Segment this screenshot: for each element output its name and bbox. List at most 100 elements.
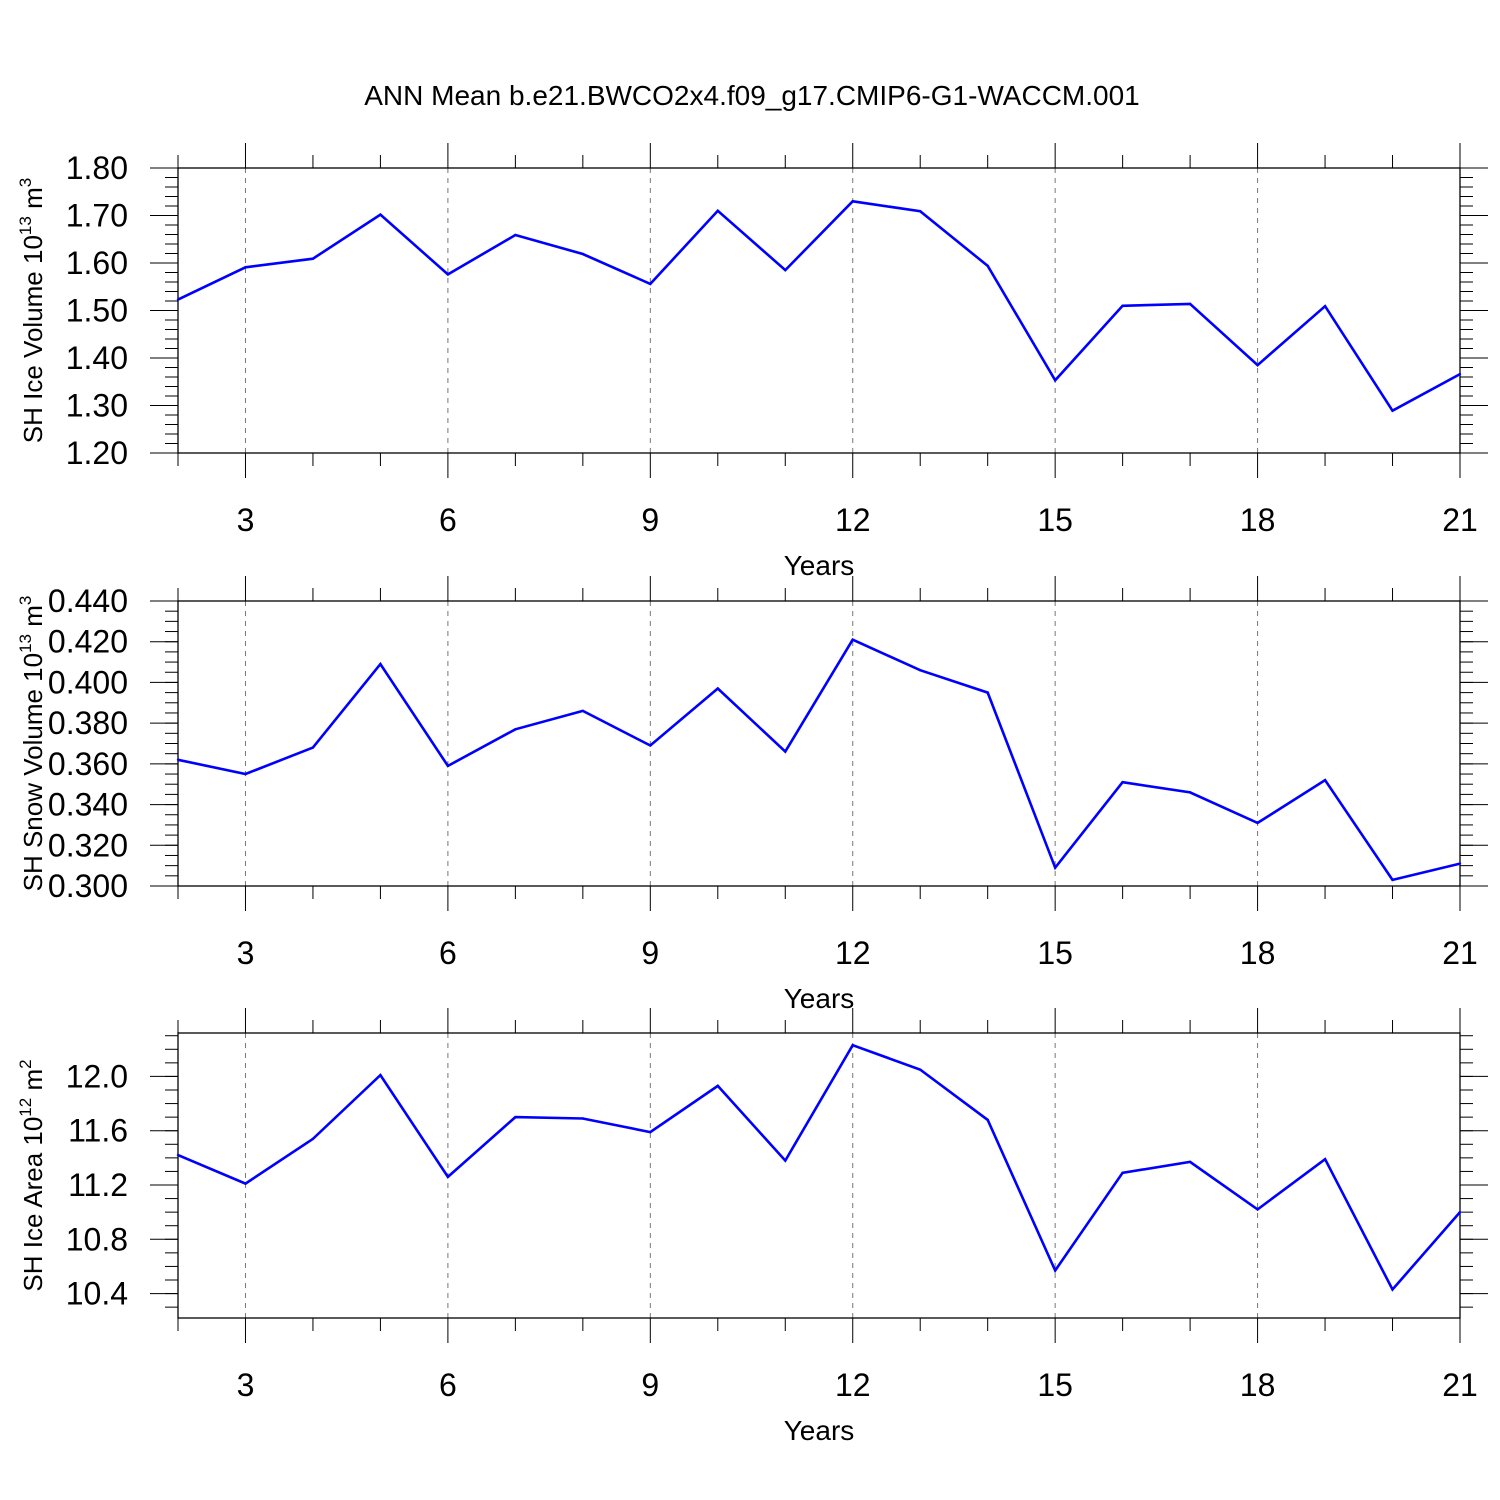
y-tick-label: 0.300 bbox=[48, 868, 128, 904]
data-point bbox=[716, 687, 719, 690]
x-tick-label: 12 bbox=[835, 1367, 871, 1403]
plot-frame bbox=[177, 600, 1461, 887]
data-point bbox=[1458, 1210, 1462, 1214]
x-tick-label: 9 bbox=[641, 1367, 659, 1403]
data-point bbox=[649, 744, 652, 747]
x-tick-label: 12 bbox=[835, 935, 871, 971]
data-point bbox=[851, 638, 854, 641]
y-tick-label: 0.320 bbox=[48, 827, 128, 863]
y-tick-label: 0.400 bbox=[48, 664, 128, 700]
data-point bbox=[1323, 778, 1327, 782]
data-point bbox=[1188, 302, 1192, 306]
data-point bbox=[176, 1153, 180, 1157]
data-point bbox=[1256, 363, 1259, 367]
x-axis-label: Years bbox=[784, 1415, 855, 1446]
data-point bbox=[514, 1115, 517, 1119]
y-tick-label: 0.340 bbox=[48, 787, 128, 823]
y-tick-label: 10.8 bbox=[66, 1221, 128, 1257]
data-point bbox=[1053, 1269, 1057, 1272]
data-point bbox=[311, 746, 315, 749]
data-point bbox=[919, 210, 922, 213]
data-point bbox=[784, 268, 787, 272]
data-point bbox=[1188, 791, 1192, 794]
x-tick-label: 12 bbox=[835, 502, 871, 538]
data-point bbox=[244, 772, 247, 776]
x-tick-label: 15 bbox=[1037, 1367, 1073, 1403]
data-point bbox=[514, 728, 517, 731]
data-point bbox=[446, 764, 450, 768]
x-tick-label: 9 bbox=[641, 502, 659, 538]
y-tick-label: 0.380 bbox=[48, 705, 128, 741]
x-tick-label: 21 bbox=[1442, 1367, 1478, 1403]
y-tick-label: 1.30 bbox=[66, 388, 128, 424]
data-point bbox=[1053, 379, 1057, 382]
y-tick-label: 1.60 bbox=[66, 245, 128, 281]
series-line bbox=[177, 1043, 1461, 1292]
x-tick-label: 15 bbox=[1037, 502, 1073, 538]
y-tick-label: 0.440 bbox=[48, 583, 128, 619]
y-axis-label: SH Snow Volume 1013 m3 bbox=[16, 596, 48, 892]
data-point bbox=[986, 1118, 989, 1122]
x-tick-label: 3 bbox=[237, 935, 255, 971]
panel-ice-area: 3 6 9 12 15 18 21 10.4 10.8 11.2 11.6 12.0 Years SH I… bbox=[16, 1008, 1488, 1446]
x-tick-label: 18 bbox=[1240, 1367, 1276, 1403]
x-axis-label: Years bbox=[784, 983, 855, 1014]
y-tick-label: 11.6 bbox=[68, 1113, 128, 1149]
x-tick-label: 18 bbox=[1240, 935, 1276, 971]
x-tick-label: 3 bbox=[237, 1367, 255, 1403]
data-point bbox=[851, 200, 854, 203]
x-tick-label: 6 bbox=[439, 502, 457, 538]
plot-frame bbox=[177, 167, 1461, 454]
y-tick-label: 1.50 bbox=[66, 293, 128, 329]
series-line bbox=[177, 638, 1461, 882]
data-point bbox=[1256, 1208, 1259, 1211]
x-axis-label: Years bbox=[784, 550, 855, 581]
data-point bbox=[1256, 821, 1259, 825]
data-point bbox=[1323, 1158, 1327, 1161]
y-axis-label: SH Ice Area 1012 m2 bbox=[16, 1059, 48, 1291]
y-tick-label: 1.20 bbox=[66, 435, 128, 471]
data-point bbox=[716, 209, 719, 212]
data-point bbox=[1121, 780, 1124, 784]
x-tick-label: 9 bbox=[641, 935, 659, 971]
data-point bbox=[1391, 409, 1394, 412]
plot-frame bbox=[177, 1032, 1461, 1319]
data-point bbox=[311, 1137, 315, 1141]
data-point bbox=[649, 282, 652, 286]
data-point bbox=[1053, 866, 1057, 869]
data-point bbox=[379, 1073, 382, 1077]
x-tick-label: 6 bbox=[439, 935, 457, 971]
data-point bbox=[716, 1084, 719, 1088]
y-tick-label: 0.420 bbox=[48, 624, 128, 660]
x-tick-label: 6 bbox=[439, 1367, 457, 1403]
panel-snow-volume: 3 6 9 12 15 18 21 0.300 0.320 0.340 0.360 0.380 0.40… bbox=[16, 576, 1488, 1014]
y-tick-label: 11.2 bbox=[68, 1167, 128, 1203]
data-point bbox=[1458, 372, 1462, 376]
y-axis-label: SH Ice Volume 1013 m3 bbox=[16, 178, 48, 443]
data-point bbox=[919, 669, 922, 672]
x-tick-label: 15 bbox=[1037, 935, 1073, 971]
x-tick-label: 21 bbox=[1442, 502, 1478, 538]
data-point bbox=[986, 691, 989, 694]
chart-title: ANN Mean b.e21.BWCO2x4.f09_g17.CMIP6-G1-… bbox=[364, 80, 1139, 111]
data-point bbox=[176, 758, 180, 761]
data-point bbox=[1121, 1171, 1124, 1174]
data-point bbox=[784, 1159, 787, 1162]
x-tick-label: 3 bbox=[237, 502, 255, 538]
data-point bbox=[581, 1117, 585, 1120]
data-point bbox=[244, 266, 247, 269]
data-point bbox=[244, 1182, 247, 1185]
data-point bbox=[514, 233, 517, 237]
data-point bbox=[1391, 1288, 1394, 1291]
y-tick-label: 1.80 bbox=[66, 150, 128, 186]
data-point bbox=[581, 709, 585, 713]
x-tick-label: 18 bbox=[1240, 502, 1276, 538]
data-point bbox=[1188, 1160, 1192, 1164]
data-point bbox=[1323, 305, 1327, 308]
series-line bbox=[177, 199, 1461, 413]
data-point bbox=[784, 750, 787, 753]
y-tick-label: 0.360 bbox=[48, 746, 128, 782]
y-tick-label: 10.4 bbox=[66, 1276, 128, 1312]
y-tick-label: 12.0 bbox=[66, 1058, 128, 1094]
